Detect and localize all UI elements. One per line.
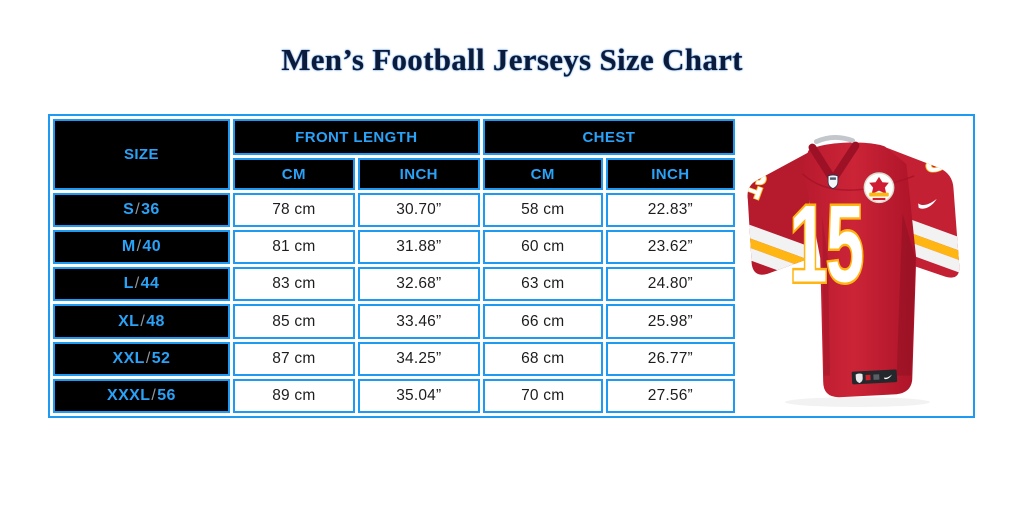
table-row: XXXL/56 89 cm 35.04” 70 cm 27.56” — [53, 378, 735, 413]
front-length-inch-value: 32.68” — [357, 267, 480, 302]
chest-inch-value: 23.62” — [605, 230, 735, 265]
front-length-cm-value: 78 cm — [232, 193, 355, 228]
front-length-inch-value: 34.25” — [357, 341, 480, 376]
front-length-cm-value: 89 cm — [232, 378, 355, 413]
size-label: XXXL/56 — [53, 378, 230, 413]
table-row: XXL/52 87 cm 34.25” 68 cm 26.77” — [53, 341, 735, 376]
col-header-front-inch: INCH — [357, 158, 480, 190]
chest-cm-value: 63 cm — [482, 267, 603, 302]
jersey-torso — [802, 142, 917, 398]
header-row-units: CM INCH CM INCH — [53, 158, 735, 190]
team-patch-icon — [863, 172, 895, 204]
size-label: M/40 — [53, 230, 230, 265]
chest-inch-value: 24.80” — [605, 267, 735, 302]
jersey-yoke-seam — [802, 173, 915, 191]
jersey-side-shade-left — [822, 217, 831, 376]
chest-cm-value: 68 cm — [482, 341, 603, 376]
front-length-inch-value: 30.70” — [357, 193, 480, 228]
front-length-cm-value: 87 cm — [232, 341, 355, 376]
chest-inch-value: 27.56” — [605, 378, 735, 413]
jersey-graphic: 15 15 — [747, 135, 966, 407]
col-header-front-length: FRONT LENGTH — [232, 119, 480, 155]
front-length-inch-value: 33.46” — [357, 304, 480, 339]
header-row-groups: SIZE FRONT LENGTH CHEST — [53, 119, 735, 190]
chest-cm-value: 60 cm — [482, 230, 603, 265]
table-row: M/40 81 cm 31.88” 60 cm 23.62” — [53, 230, 735, 265]
size-label: XL/48 — [53, 304, 230, 339]
right-shoulder-number: 15 — [911, 135, 966, 178]
chest-inch-value: 22.83” — [605, 193, 735, 228]
page-title: Men’s Football Jerseys Size Chart — [281, 42, 743, 77]
nike-swoosh-icon — [918, 198, 937, 209]
collar-back-band — [813, 135, 856, 145]
jersey-side-shade-right — [896, 213, 916, 376]
front-length-cm-value: 83 cm — [232, 267, 355, 302]
chest-inch-value: 26.77” — [605, 341, 735, 376]
col-header-chest: CHEST — [482, 119, 735, 155]
size-label: XXL/52 — [53, 341, 230, 376]
table-row: S/36 78 cm 30.70” 58 cm 22.83” — [53, 193, 735, 228]
chest-inch-value: 25.98” — [605, 304, 735, 339]
size-table: SIZE FRONT LENGTH CHEST CM INCH CM INCH … — [50, 116, 738, 416]
size-chart-board: SIZE FRONT LENGTH CHEST CM INCH CM INCH … — [48, 114, 975, 418]
size-label: L/44 — [53, 267, 230, 302]
chest-cm-value: 58 cm — [482, 193, 603, 228]
col-header-front-cm: CM — [232, 158, 355, 190]
front-length-cm-value: 85 cm — [232, 304, 355, 339]
jock-tag-swoosh-icon — [884, 374, 892, 380]
jock-tag-nfl-shield-icon — [855, 373, 863, 384]
col-header-chest-inch: INCH — [605, 158, 735, 190]
nfl-shield-icon — [827, 174, 839, 190]
chest-cm-value: 66 cm — [482, 304, 603, 339]
table-row: L/44 83 cm 32.68” 63 cm 24.80” — [53, 267, 735, 302]
jock-tag — [851, 369, 898, 385]
front-length-cm-value: 81 cm — [232, 230, 355, 265]
front-length-inch-value: 31.88” — [357, 230, 480, 265]
jersey-shadow — [785, 397, 930, 407]
table-row: XL/48 85 cm 33.46” 66 cm 25.98” — [53, 304, 735, 339]
jersey-image: 15 15 — [738, 116, 973, 416]
chest-cm-value: 70 cm — [482, 378, 603, 413]
col-header-chest-cm: CM — [482, 158, 603, 190]
size-label: S/36 — [53, 193, 230, 228]
front-length-inch-value: 35.04” — [357, 378, 480, 413]
chest-number: 15 — [790, 183, 863, 306]
col-header-size: SIZE — [53, 119, 230, 190]
